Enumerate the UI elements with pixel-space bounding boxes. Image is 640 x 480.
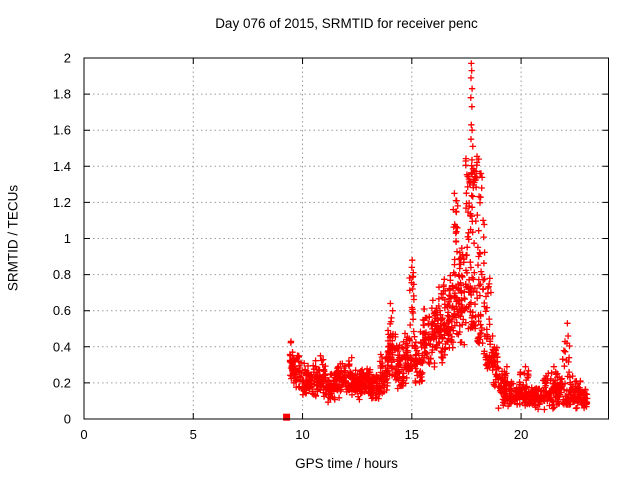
y-tick-label: 0.4 (53, 339, 71, 354)
tick-labels: 0 5 10 15 20 0 0.2 0.4 0.6 0.8 1 1.2 1.4 1.6 1.8 2 (53, 51, 528, 443)
y-tick-label: 1.4 (53, 159, 71, 174)
plot-border-and-ticks (83, 57, 609, 420)
y-tick-label: 0 (64, 412, 71, 427)
y-tick-label: 0.8 (53, 267, 71, 282)
scatter-points-group (283, 60, 591, 421)
y-tick-label: 2 (64, 51, 71, 66)
y-tick-label: 1.6 (53, 123, 71, 138)
y-tick-label: 1.8 (53, 87, 71, 102)
y-tick-label: 0.6 (53, 303, 71, 318)
x-axis-label: GPS time / hours (295, 456, 398, 471)
y-tick-label: 1 (64, 231, 71, 246)
y-tick-label: 0.2 (53, 375, 71, 390)
x-tick-label: 10 (295, 427, 309, 442)
chart-title: Day 076 of 2015, SRMTID for receiver pen… (215, 16, 478, 31)
y-tick-label: 1.2 (53, 195, 71, 210)
x-tick-label: 15 (405, 427, 419, 442)
x-tick-label: 0 (80, 427, 87, 442)
scatter-points (286, 60, 591, 413)
axis-tick-marks (83, 57, 609, 420)
start-square-marker (283, 413, 291, 421)
x-tick-label: 5 (190, 427, 197, 442)
x-tick-label: 20 (514, 427, 528, 442)
